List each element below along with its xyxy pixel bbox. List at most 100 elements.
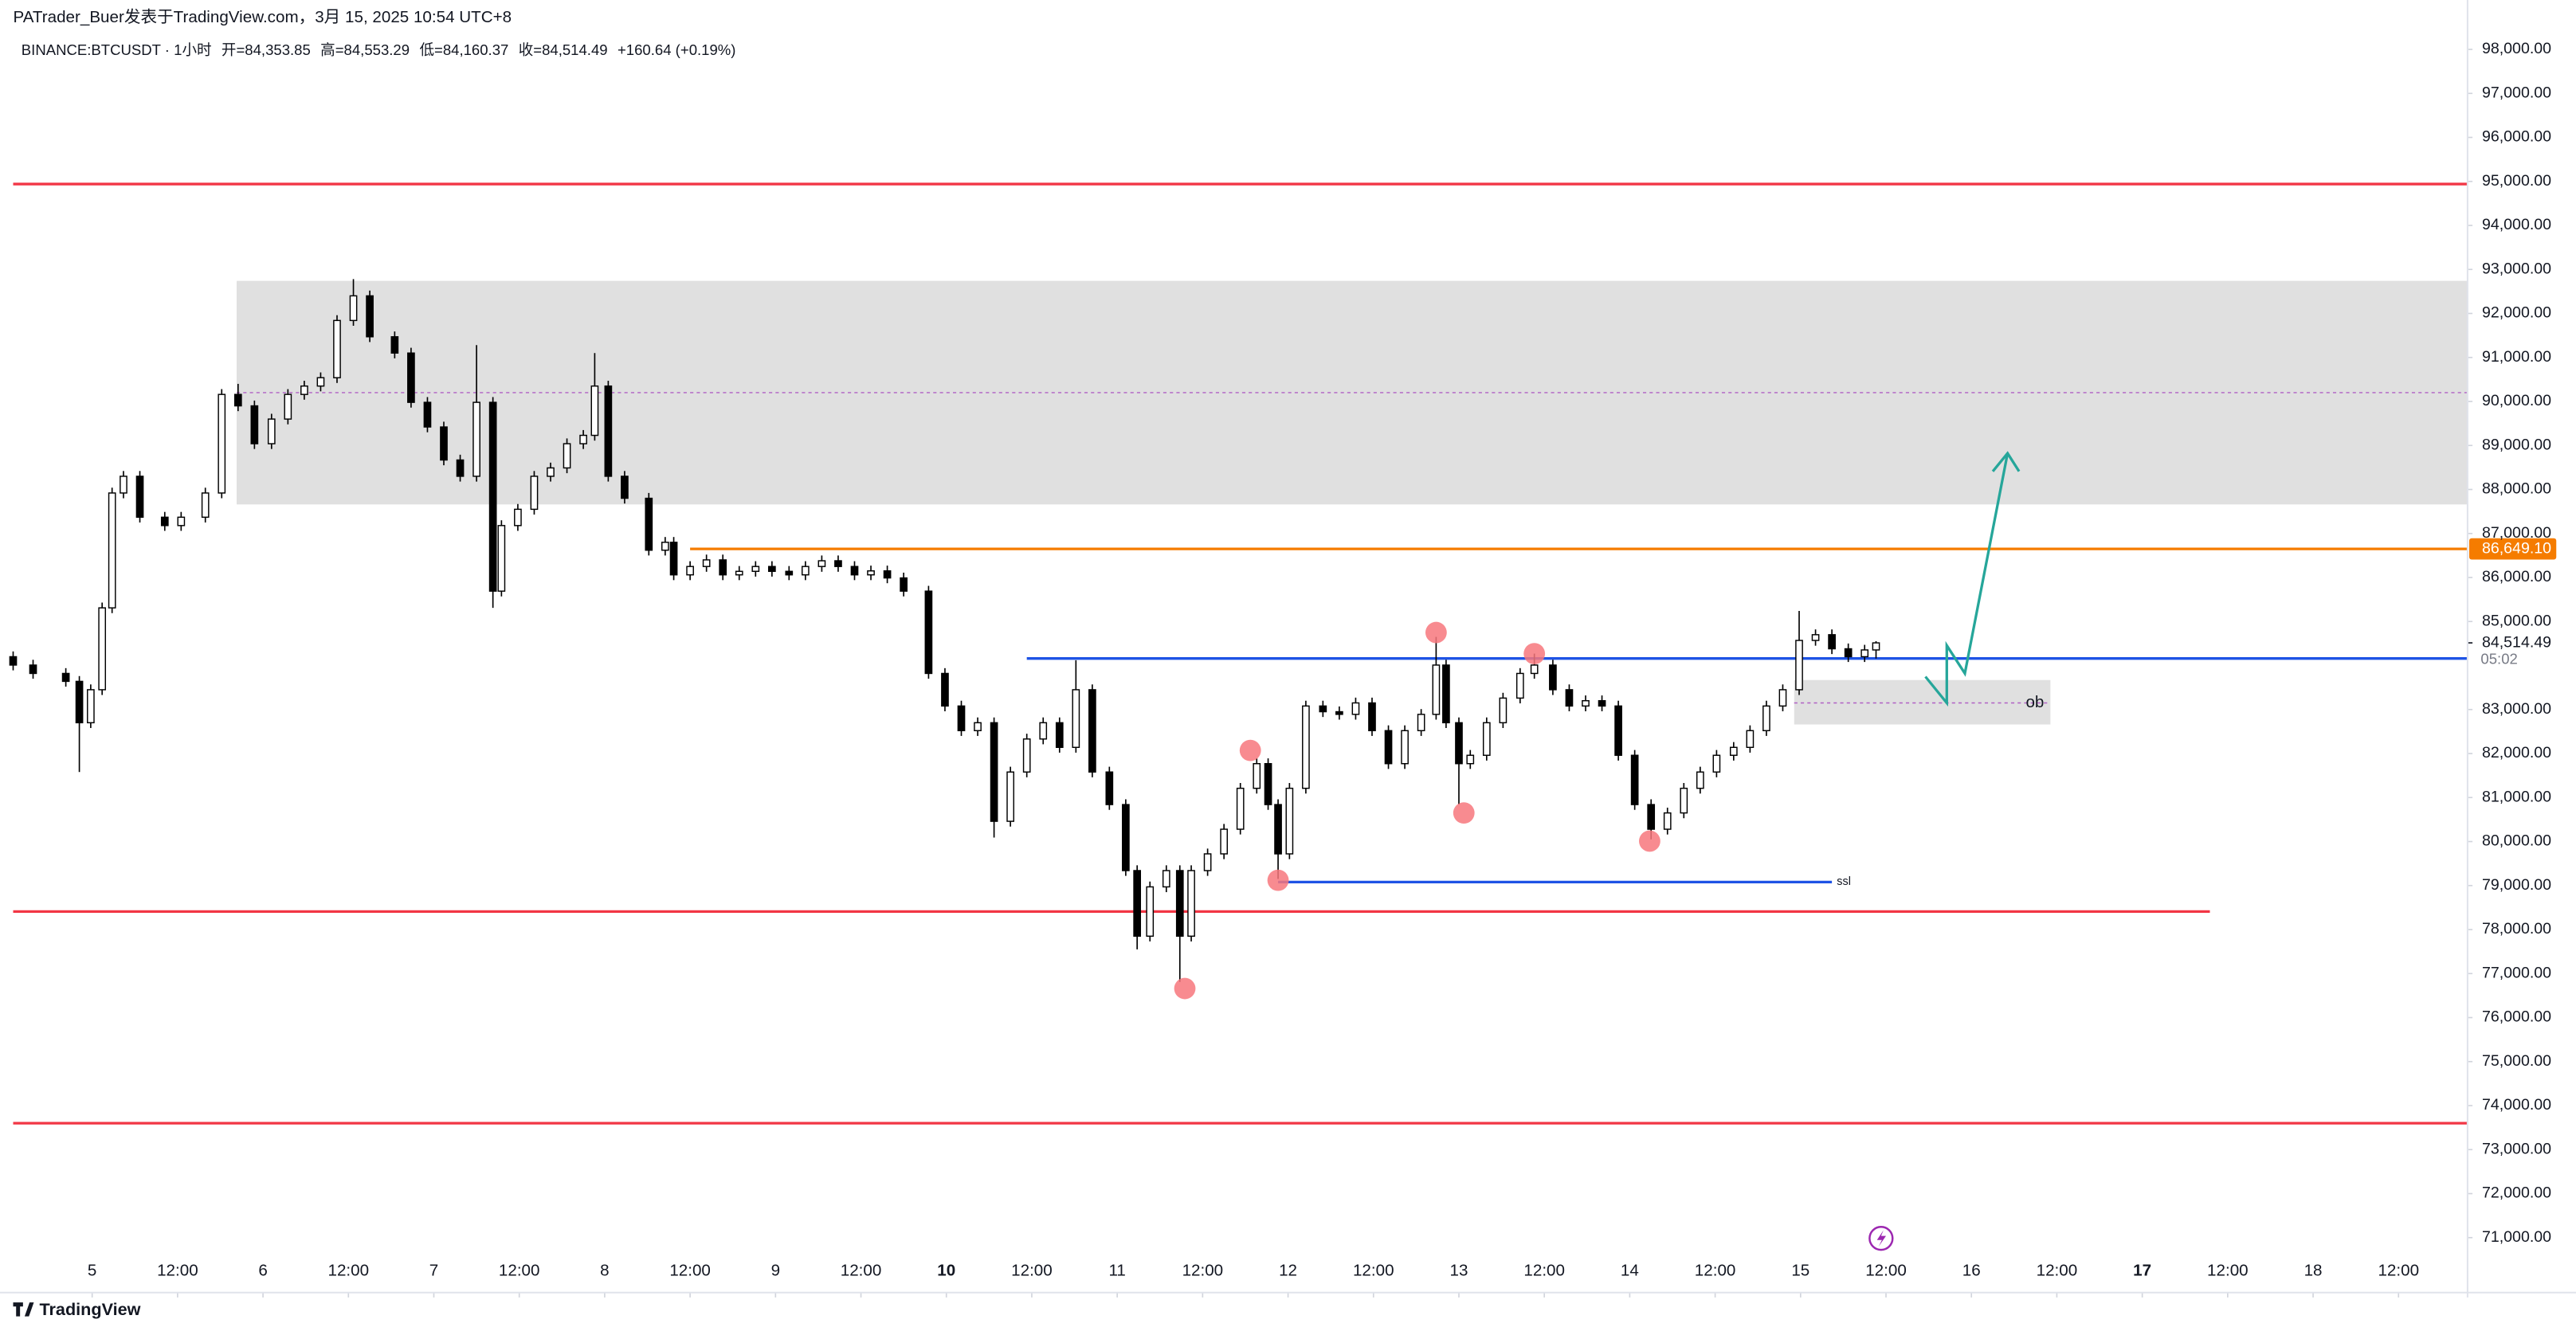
y-tick-label: 91,000.00 xyxy=(2482,348,2551,366)
x-tick-label: 12:00 xyxy=(1523,1261,1565,1279)
candle xyxy=(1335,706,1343,720)
candle xyxy=(1088,684,1096,777)
candle-body xyxy=(1384,730,1393,765)
replay-icon[interactable] xyxy=(1868,1226,1894,1251)
candle xyxy=(333,315,341,383)
candle xyxy=(1302,700,1310,794)
candle-body xyxy=(1712,754,1721,773)
candle xyxy=(1146,881,1155,941)
candle-body xyxy=(1860,649,1869,658)
candle-body xyxy=(1236,787,1245,830)
candle-body xyxy=(1432,664,1441,715)
candle xyxy=(1384,725,1393,769)
price-line-label: 84,514.49 xyxy=(2482,633,2551,651)
candle xyxy=(1022,734,1031,777)
y-tick-label: 80,000.00 xyxy=(2482,832,2551,850)
candle xyxy=(941,667,949,711)
candle-body xyxy=(108,492,116,609)
y-tick-label: 90,000.00 xyxy=(2482,392,2551,409)
candle xyxy=(135,471,144,523)
candle-body xyxy=(61,672,70,683)
candle-body xyxy=(883,570,892,579)
candle xyxy=(1598,695,1606,711)
candle xyxy=(817,555,826,572)
candle-body xyxy=(366,295,374,338)
candle xyxy=(850,561,859,581)
x-tick-label: 12:00 xyxy=(1011,1261,1053,1279)
candle xyxy=(661,537,669,556)
y-tick-label: 88,000.00 xyxy=(2482,480,2551,498)
y-tick-label: 77,000.00 xyxy=(2482,964,2551,981)
candle xyxy=(1811,629,1820,646)
candle xyxy=(120,471,127,499)
candle-body xyxy=(1072,689,1080,748)
candle-body xyxy=(590,385,599,436)
candle-body xyxy=(284,393,292,420)
candle-body xyxy=(1088,689,1096,773)
candle-body xyxy=(1220,828,1229,855)
candle xyxy=(29,660,37,679)
candle-body xyxy=(472,401,480,477)
candle-body xyxy=(349,295,358,322)
candle-body xyxy=(719,559,727,576)
levels: ssl xyxy=(13,182,2468,1125)
candle-body xyxy=(488,401,497,592)
candle-body xyxy=(941,672,949,707)
icon-bolt xyxy=(1876,1230,1887,1247)
candle xyxy=(1515,667,1524,704)
candle-body xyxy=(407,352,415,403)
candle-body xyxy=(1455,722,1463,765)
candle-body xyxy=(645,497,653,551)
x-tick-label: 18 xyxy=(2304,1261,2323,1279)
candle-body xyxy=(177,516,186,527)
candle-body xyxy=(1598,699,1606,707)
candle xyxy=(316,372,325,392)
candle-body xyxy=(1482,722,1491,756)
zone xyxy=(237,280,2468,505)
candle xyxy=(1351,697,1360,720)
candle xyxy=(1072,660,1080,753)
candle xyxy=(440,421,448,466)
y-tick-label: 97,000.00 xyxy=(2482,84,2551,101)
x-tick-label: 17 xyxy=(2133,1261,2151,1279)
candle xyxy=(284,389,292,425)
candle-body xyxy=(1746,730,1755,748)
candle-body xyxy=(621,476,629,499)
candle-body xyxy=(1795,640,1803,691)
level-price-box xyxy=(2468,538,2557,560)
candle-body xyxy=(1582,699,1590,707)
quote-line: BINANCE:BTCUSDT · 1小时 开=84,353.85 高=84,55… xyxy=(22,41,736,58)
candle-body xyxy=(563,443,571,469)
x-tick-label: 14 xyxy=(1621,1261,1639,1279)
level-text: ssl xyxy=(1837,875,1851,888)
candle-body xyxy=(218,393,226,494)
candle-body xyxy=(785,570,794,576)
swing-marker xyxy=(1425,621,1447,644)
candle-body xyxy=(300,385,308,395)
y-tick-label: 94,000.00 xyxy=(2482,216,2551,233)
candle-body xyxy=(390,336,399,354)
candle-body xyxy=(702,559,711,567)
candle xyxy=(735,566,743,581)
candle-body xyxy=(29,664,37,675)
candle xyxy=(867,566,875,581)
y-tick-label: 74,000.00 xyxy=(2482,1096,2551,1114)
candle xyxy=(250,400,259,449)
candle-body xyxy=(1844,648,1853,658)
candle-body xyxy=(1133,870,1142,938)
candle xyxy=(883,566,892,584)
x-tick-label: 12:00 xyxy=(327,1261,369,1279)
candle xyxy=(1253,758,1261,794)
candle-body xyxy=(1417,714,1425,732)
candle-body xyxy=(1401,730,1409,765)
x-tick-label: 12:00 xyxy=(841,1261,882,1279)
arrow-path xyxy=(1924,452,2009,707)
candle-body xyxy=(1203,853,1212,871)
candle-body xyxy=(1466,754,1475,765)
candle xyxy=(497,520,506,597)
y-tick-label: 93,000.00 xyxy=(2482,260,2551,277)
markers xyxy=(1174,621,1660,1000)
candle xyxy=(1187,865,1195,941)
